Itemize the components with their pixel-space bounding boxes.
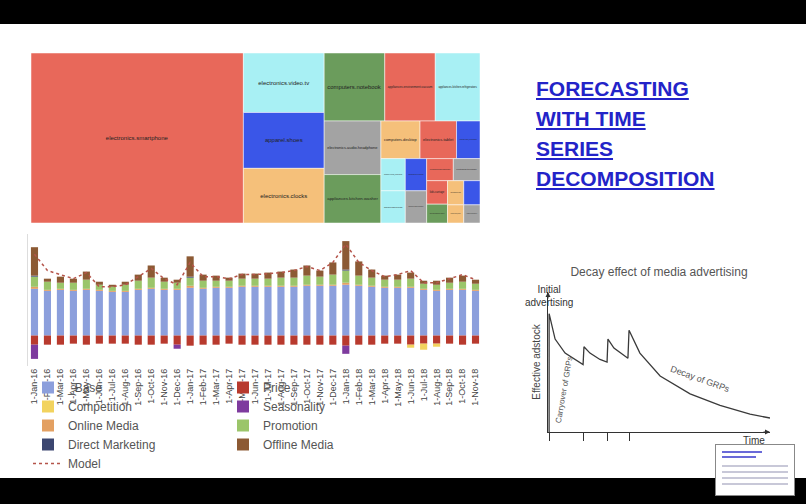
- svg-text:1-May-18: 1-May-18: [393, 369, 403, 407]
- svg-text:Online Media: Online Media: [68, 419, 139, 433]
- svg-text:Time: Time: [743, 435, 765, 446]
- svg-text:appliances.kitchen.washer: appliances.kitchen.washer: [327, 196, 378, 201]
- svg-text:furniture.living_room.sofa: furniture.living_room.sofa: [384, 173, 402, 176]
- svg-text:1-Apr-16: 1-Apr-16: [68, 368, 79, 404]
- svg-text:accessories.bag: accessories.bag: [451, 191, 461, 193]
- svg-text:electronics.audio.headphone: electronics.audio.headphone: [327, 145, 377, 150]
- svg-text:Promotion: Promotion: [263, 419, 318, 433]
- svg-text:electronics.clocks: electronics.clocks: [260, 193, 307, 199]
- svg-text:Competition: Competition: [68, 400, 132, 414]
- svg-text:1-Apr-18: 1-Apr-18: [380, 369, 390, 404]
- svg-text:1-Nov-16: 1-Nov-16: [159, 369, 169, 406]
- svg-text:Offline Media: Offline Media: [263, 438, 334, 452]
- svg-text:1-Mar-16: 1-Mar-16: [55, 369, 65, 406]
- svg-text:electronics.smartphone: electronics.smartphone: [106, 135, 169, 141]
- svg-text:1-Jun-16: 1-Jun-16: [94, 368, 105, 405]
- svg-text:1-Mar-17: 1-Mar-17: [211, 369, 221, 406]
- svg-text:Price: Price: [263, 381, 291, 395]
- svg-text:Model: Model: [68, 457, 101, 471]
- svg-text:electronics.audio.subwoofer: electronics.audio.subwoofer: [430, 168, 451, 170]
- svg-text:electronics.video.tv: electronics.video.tv: [258, 80, 309, 86]
- svg-text:auto.accessories.player: auto.accessories.player: [430, 212, 445, 214]
- svg-text:1-Nov-17: 1-Nov-17: [314, 368, 325, 406]
- html-text:SERIES: SERIES: [536, 137, 613, 160]
- svg-text:apparel.shoes: apparel.shoes: [265, 137, 303, 143]
- svg-text:1-Jul-18: 1-Jul-18: [419, 369, 429, 402]
- html-text:FORECASTING: FORECASTING: [536, 77, 689, 100]
- svg-text:1-Oct-17: 1-Oct-17: [302, 369, 312, 404]
- svg-text:1-Aug-18: 1-Aug-18: [432, 369, 442, 406]
- svg-text:1-Sep-18: 1-Sep-18: [444, 369, 454, 406]
- svg-text:1-Jul-17: 1-Jul-17: [262, 368, 273, 402]
- html-text:WITH TIME: WITH TIME: [536, 107, 646, 130]
- svg-text:electronics.tablet: electronics.tablet: [423, 137, 454, 142]
- svg-text:1-Jan-18: 1-Jan-18: [341, 369, 351, 405]
- svg-text:1-Jun-18: 1-Jun-18: [406, 369, 416, 405]
- svg-text:furniture.living_room.cabinet: furniture.living_room.cabinet: [460, 138, 478, 141]
- svg-text:electronics.telephone: electronics.telephone: [456, 168, 477, 170]
- svg-text:appliances.sewing_machine: appliances.sewing_machine: [451, 213, 462, 215]
- svg-text:construction.tools.drill: construction.tools.drill: [408, 173, 424, 175]
- svg-text:1-Nov-18: 1-Nov-18: [470, 369, 480, 406]
- svg-text:Initialadvertising: Initialadvertising: [525, 284, 573, 308]
- svg-text:Decay effect of media advertis: Decay effect of media advertising: [570, 265, 747, 279]
- svg-text:computers.desktop: computers.desktop: [384, 138, 417, 142]
- svg-text:1-Feb-17: 1-Feb-17: [198, 369, 208, 406]
- svg-text:appliances.environment.vacuum: appliances.environment.vacuum: [388, 85, 433, 89]
- svg-text:Direct Marketing: Direct Marketing: [68, 438, 155, 452]
- svg-text:1-Dec-16: 1-Dec-16: [172, 369, 182, 406]
- svg-text:1-Feb-16: 1-Feb-16: [42, 368, 53, 406]
- svg-text:Carryover of GRPs: Carryover of GRPs: [554, 356, 575, 424]
- svg-text:Effective adstock: Effective adstock: [531, 323, 542, 399]
- svg-text:_Base: _Base: [67, 381, 102, 395]
- svg-text:1-Mar-18: 1-Mar-18: [367, 369, 377, 406]
- svg-text:apparel.shoes.keds: apparel.shoes.keds: [384, 206, 402, 208]
- svg-text:kids.carriage: kids.carriage: [430, 190, 445, 194]
- svg-text:1-Oct-18: 1-Oct-18: [457, 369, 467, 404]
- svg-text:1-Jan-16: 1-Jan-16: [29, 369, 39, 405]
- svg-text:1-Aug-16: 1-Aug-16: [120, 368, 131, 406]
- svg-text:1-Oct-16: 1-Oct-16: [146, 369, 156, 404]
- svg-text:1-Apr-17: 1-Apr-17: [224, 369, 234, 404]
- svg-text:appliances.kitchen.refrigerato: appliances.kitchen.refrigerators: [438, 85, 477, 89]
- svg-text:1-Jun-17: 1-Jun-17: [250, 369, 260, 405]
- svg-text:1-Sep-16: 1-Sep-16: [133, 369, 143, 406]
- svg-text:computers.notebook: computers.notebook: [327, 84, 381, 90]
- svg-text:furniture.bedroom.bed: furniture.bedroom.bed: [467, 212, 478, 214]
- svg-text:1-Jan-17: 1-Jan-17: [185, 369, 195, 405]
- svg-text:appliances.kitchen.microwave: appliances.kitchen.microwave: [408, 205, 423, 207]
- svg-text:Seasonality: Seasonality: [263, 400, 325, 414]
- svg-text:1-Feb-18: 1-Feb-18: [354, 369, 364, 406]
- svg-text:appliances.environment.air_hea: appliances.environment.air_heater: [467, 192, 478, 193]
- svg-text:1-Jul-16: 1-Jul-16: [107, 369, 117, 402]
- svg-text:Decay of GRPs: Decay of GRPs: [669, 364, 731, 395]
- html-text:DECOMPOSITION: DECOMPOSITION: [536, 167, 715, 190]
- svg-text:1-Dec-17: 1-Dec-17: [328, 369, 338, 406]
